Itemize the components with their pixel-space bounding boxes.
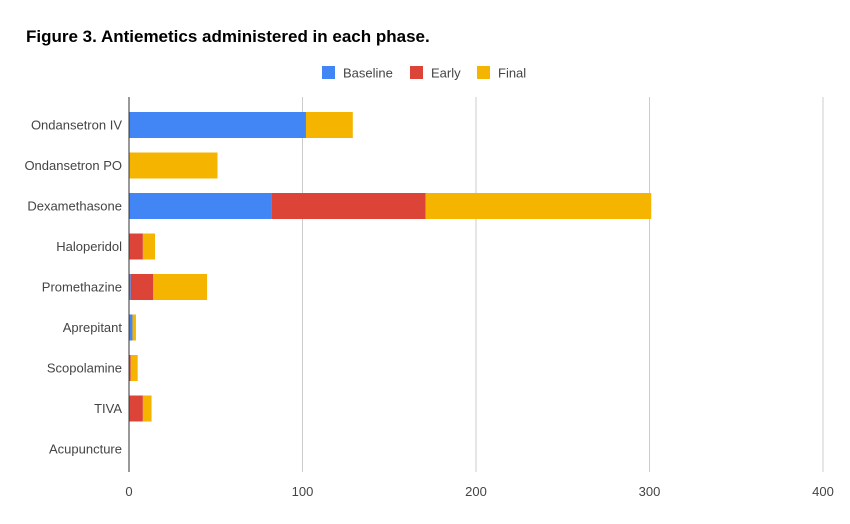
bar-segment <box>425 193 652 219</box>
bar-segment <box>129 112 306 138</box>
bar-segment <box>130 355 138 381</box>
legend: Baseline Early Final <box>322 66 526 81</box>
bar-segment <box>129 193 272 219</box>
x-tick-label: 200 <box>465 484 487 499</box>
category-label: Dexamethasone <box>27 199 122 214</box>
legend-label: Final <box>498 66 526 81</box>
category-label: Haloperidol <box>56 239 122 254</box>
gridlines <box>302 97 824 472</box>
bar-segment <box>129 314 133 341</box>
category-label: Scopolamine <box>47 361 122 376</box>
legend-swatch <box>322 66 335 79</box>
x-tick-label: 300 <box>639 484 661 499</box>
category-labels: Ondansetron IV Ondansetron PO Dexamethason… <box>24 118 122 457</box>
category-label: Aprepitant <box>63 320 123 335</box>
category-label: Ondansetron IV <box>31 118 122 133</box>
bar-segment <box>132 314 136 341</box>
bar-segment <box>129 152 218 179</box>
chart-title: Figure 3. Antiemetics administered in ea… <box>26 27 430 46</box>
bar-segment <box>142 233 156 260</box>
x-tick-label: 400 <box>812 484 834 499</box>
legend-swatch <box>477 66 490 79</box>
bar-segment <box>130 274 154 300</box>
bar-segment <box>271 193 426 219</box>
bar-segment <box>142 395 152 422</box>
category-label: Promethazine <box>42 280 122 295</box>
category-label: Ondansetron PO <box>24 158 122 173</box>
category-label: Acupuncture <box>49 442 122 457</box>
bar-segment <box>129 355 131 381</box>
bars <box>129 112 652 422</box>
legend-label: Early <box>431 66 461 81</box>
bar-segment <box>129 233 143 260</box>
x-tick-label: 100 <box>292 484 314 499</box>
category-label: TIVA <box>94 401 122 416</box>
legend-label: Baseline <box>343 66 393 81</box>
legend-swatch <box>410 66 423 79</box>
bar-segment <box>153 274 208 300</box>
x-tick-label: 0 <box>125 484 132 499</box>
bar-segment <box>129 274 131 300</box>
bar-segment <box>129 395 143 422</box>
bar-segment <box>305 112 353 138</box>
tick-labels: 0 100 200 300 400 <box>125 484 833 499</box>
